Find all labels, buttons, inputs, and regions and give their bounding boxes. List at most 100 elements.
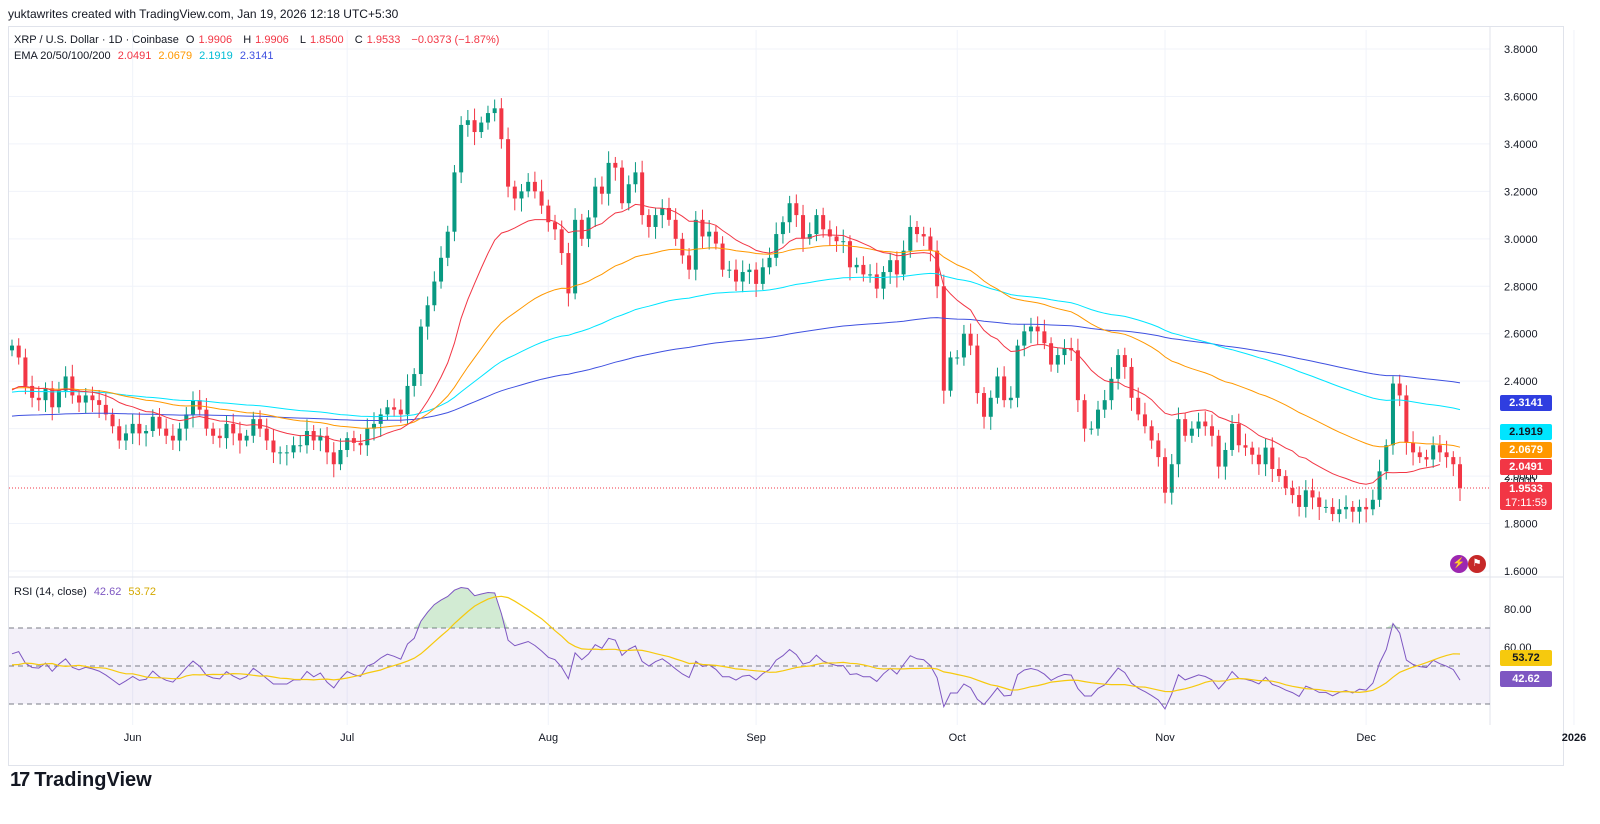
- candle-body: [874, 274, 879, 289]
- ema50-line: [11, 244, 1461, 448]
- candle-body: [1022, 331, 1027, 346]
- candle-body: [767, 257, 772, 268]
- symbol-legend: XRP / U.S. Dollar · 1D · Coinbase O 1.990…: [14, 34, 503, 46]
- candle-body: [1263, 447, 1268, 465]
- candle-body: [1357, 506, 1362, 512]
- close-value: 1.9533: [366, 34, 401, 46]
- rsi-line: [11, 586, 1461, 710]
- ema100-line: [11, 272, 1461, 418]
- candle-body: [1310, 490, 1315, 498]
- tradingview-logo[interactable]: 17 TradingView: [10, 767, 152, 793]
- candle-body: [552, 222, 558, 230]
- candle-body: [1256, 454, 1261, 465]
- candle-body: [371, 423, 377, 429]
- candle-body: [1276, 468, 1282, 477]
- candle-body: [713, 231, 718, 244]
- candle-body: [465, 120, 470, 125]
- candle-body: [1095, 409, 1101, 429]
- candle-body: [117, 426, 122, 441]
- candle-body: [412, 374, 417, 386]
- candle-body: [814, 215, 819, 235]
- candle-body: [660, 207, 665, 216]
- candle-body: [258, 419, 263, 429]
- candle-body: [472, 120, 477, 133]
- candle-body: [593, 186, 598, 218]
- chart-frame: [8, 26, 1564, 766]
- candle-body: [70, 376, 75, 396]
- candle-body: [868, 274, 873, 276]
- ohlc-low: L 1.8500: [300, 34, 348, 46]
- ohlc-close: C 1.9533: [355, 34, 405, 46]
- candle-body: [519, 191, 524, 199]
- candle-body: [693, 219, 698, 270]
- candle-body: [224, 423, 229, 439]
- candle-body: [961, 333, 966, 358]
- candle-body: [720, 243, 725, 270]
- flag-icon[interactable]: ⚑: [1468, 555, 1486, 573]
- candle-body: [103, 404, 108, 415]
- ohlc-open: O 1.9906: [186, 34, 236, 46]
- candle-body: [1230, 423, 1235, 450]
- time-tick-label: Nov: [1155, 732, 1175, 744]
- candle-body: [573, 219, 578, 294]
- tradingview-logo-icon: 17: [10, 768, 30, 791]
- candle-body: [1142, 414, 1147, 427]
- price-tick-label: 2.4000: [1504, 376, 1538, 388]
- candle-body: [345, 438, 350, 450]
- candle-body: [613, 162, 618, 168]
- candle-body: [1364, 506, 1369, 510]
- candle-body: [787, 203, 792, 223]
- candle-body: [566, 253, 571, 294]
- rsi-ma-value: 53.72: [128, 586, 156, 598]
- candle-body: [586, 217, 591, 239]
- candle-body: [894, 260, 899, 275]
- alert-icon[interactable]: ⚡: [1450, 555, 1468, 573]
- bar-countdown: 17:11:59: [1504, 497, 1547, 509]
- time-tick-label: Aug: [539, 732, 559, 744]
- candle-body: [204, 409, 209, 429]
- candle-body: [579, 219, 584, 239]
- candle-body: [646, 215, 651, 227]
- candle-body: [1049, 343, 1054, 365]
- rsi-value: 42.62: [93, 586, 122, 598]
- candle-body: [378, 414, 383, 424]
- candle-body: [197, 400, 202, 410]
- price-tick-label: 2.6000: [1504, 329, 1538, 341]
- candle-body: [157, 416, 162, 429]
- candle-body: [284, 452, 289, 454]
- candle-body: [1002, 376, 1007, 401]
- candle-body: [1209, 426, 1214, 436]
- candle-body: [941, 286, 946, 391]
- candle-body: [1437, 445, 1442, 453]
- candle-body: [1411, 442, 1416, 453]
- price-tick-label: 3.6000: [1504, 91, 1538, 103]
- candle-body: [150, 416, 155, 432]
- price-tick-label: 3.4000: [1504, 139, 1538, 151]
- candle-body: [760, 267, 765, 284]
- candle-body: [432, 281, 437, 306]
- candle-body: [834, 236, 839, 242]
- open-label: O: [185, 34, 195, 46]
- candle-body: [144, 431, 149, 434]
- candle-body: [740, 272, 745, 282]
- candle-body: [1457, 464, 1463, 488]
- candle-body: [680, 238, 685, 256]
- candle-body: [707, 231, 712, 237]
- price-tick-label: 2.8000: [1504, 281, 1538, 293]
- rsi-price-label: 42.62: [1500, 671, 1552, 687]
- candle-body: [901, 250, 906, 275]
- candle-body: [177, 428, 182, 441]
- candle-body: [780, 222, 785, 235]
- candle-body: [1236, 423, 1241, 446]
- candle-body: [1417, 452, 1422, 458]
- candle-body: [1035, 326, 1040, 332]
- ema200-line: [11, 317, 1461, 421]
- candle-body: [304, 431, 309, 446]
- time-tick-label: Dec: [1356, 732, 1376, 744]
- candle-body: [1122, 355, 1127, 367]
- candle-body: [854, 264, 859, 268]
- candle-body: [1089, 428, 1094, 430]
- candle-body: [506, 139, 511, 187]
- candle-body: [264, 428, 269, 441]
